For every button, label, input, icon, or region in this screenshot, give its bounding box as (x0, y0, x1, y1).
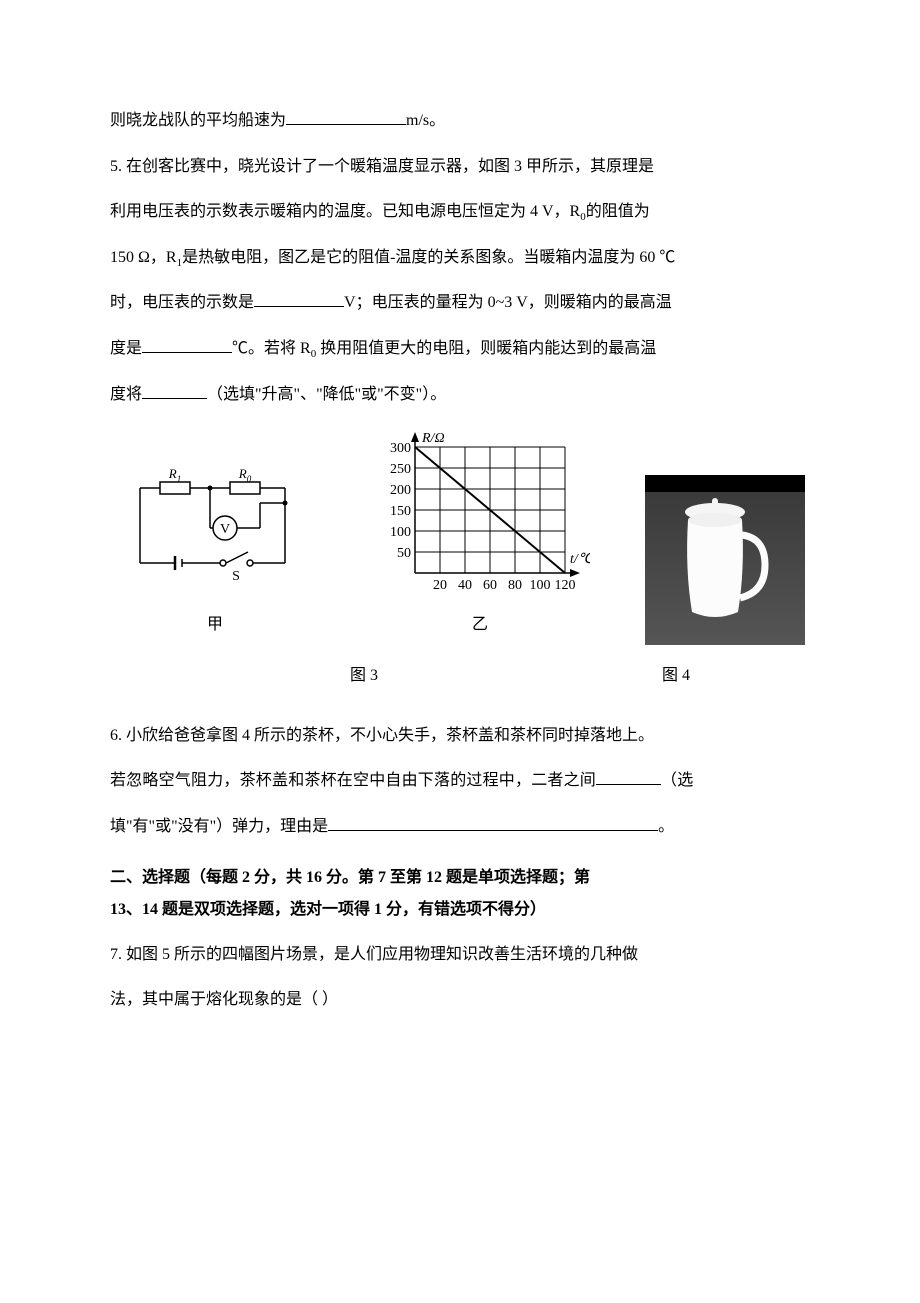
svg-text:V: V (220, 522, 230, 537)
svg-text:60: 60 (483, 578, 497, 593)
caption-fig3: 图 3 (350, 655, 378, 697)
q7-line2: 法，其中属于熔化现象的是（ ） (110, 979, 810, 1021)
q5-line6: 度将 （选填"升高"、"降低"或"不变"）。 (110, 374, 810, 416)
figure-row: R1 R0 V S 甲 (110, 445, 810, 645)
circuit-label: 甲 (207, 604, 223, 646)
caption-row: 图 3 图 4 (110, 655, 810, 697)
q5-l4b: V；电压表的量程为 0~3 V，则暖箱内的最高温 (344, 294, 672, 311)
svg-text:80: 80 (508, 578, 522, 593)
q5-line3: 150 Ω，R1是热敏电阻，图乙是它的阻值-温度的关系图象。当暖箱内温度为 60… (110, 237, 810, 279)
svg-text:120: 120 (555, 578, 576, 593)
caption-fig4: 图 4 (662, 655, 690, 697)
svg-text:R/Ω: R/Ω (421, 431, 445, 446)
q5-line1: 5. 在创客比赛中，晓光设计了一个暖箱温度显示器，如图 3 甲所示，其原理是 (110, 146, 810, 188)
svg-text:250: 250 (390, 462, 411, 477)
q6-l3a: 填"有"或"没有"）弹力，理由是 (110, 818, 328, 835)
q6-line3: 填"有"或"没有"）弹力，理由是 。 (110, 806, 810, 848)
figure-cup (640, 475, 810, 645)
sec2-l1: 二、选择题（每题 2 分，共 16 分。第 7 至第 12 题是单项选择题；第 (110, 862, 810, 894)
blank-q5b (142, 352, 232, 353)
q6-l2b: （选 (661, 772, 693, 789)
q5-l3b: 是热敏电阻，图乙是它的阻值-温度的关系图象。当暖箱内温度为 60 ℃ (182, 249, 675, 266)
svg-text:50: 50 (397, 546, 411, 561)
q5-line2: 利用电压表的示数表示暖箱内的温度。已知电源电压恒定为 4 V，R0的阻值为 (110, 191, 810, 233)
q5-l5a: 度是 (110, 340, 142, 357)
q5-l5c: 换用阻值更大的电阻，则暖箱内能达到的最高温 (316, 340, 656, 357)
svg-text:S: S (232, 569, 240, 584)
q5-l4a: 时，电压表的示数是 (110, 294, 254, 311)
figure-graph: R/Ω t/℃ 50 100 150 200 250 300 20 40 60 80 100 120… (370, 428, 590, 646)
svg-text:150: 150 (390, 504, 411, 519)
blank-q6b (328, 830, 658, 831)
graph-svg: R/Ω t/℃ 50 100 150 200 250 300 20 40 60 80 100 120 (370, 428, 590, 598)
blank-q5a (254, 306, 344, 307)
svg-text:200: 200 (390, 483, 411, 498)
sec2-l2: 13、14 题是双项选择题，选对一项得 1 分，有错选项不得分） (110, 894, 810, 926)
svg-text:t/℃: t/℃ (570, 552, 590, 567)
q4-prefix: 则晓龙战队的平均船速为 (110, 112, 286, 129)
q5-l3a: 150 Ω，R (110, 249, 177, 266)
circuit-svg: R1 R0 V S (120, 458, 310, 598)
q5-l2a: 利用电压表的示数表示暖箱内的温度。已知电源电压恒定为 4 V，R (110, 203, 580, 220)
figure-circuit: R1 R0 V S 甲 (110, 458, 320, 646)
svg-text:40: 40 (458, 578, 472, 593)
q5-line5: 度是℃。若将 R0 换用阻值更大的电阻，则暖箱内能达到的最高温 (110, 328, 810, 370)
q5-l6a: 度将 (110, 386, 142, 403)
q4-tail: 则晓龙战队的平均船速为 m/s。 (110, 100, 810, 142)
svg-text:20: 20 (433, 578, 447, 593)
q6-l2a: 若忽略空气阻力，茶杯盖和茶杯在空中自由下落的过程中，二者之间 (110, 772, 596, 789)
q5-l2b: 的阻值为 (586, 203, 650, 220)
svg-text:100: 100 (390, 525, 411, 540)
q7-line1: 7. 如图 5 所示的四幅图片场景，是人们应用物理知识改善生活环境的几种做 (110, 934, 810, 976)
blank-q6a (596, 784, 661, 785)
cup-image (645, 475, 805, 645)
q5-l6b: （选填"升高"、"降低"或"不变"）。 (207, 386, 446, 403)
section-2-heading: 二、选择题（每题 2 分，共 16 分。第 7 至第 12 题是单项选择题；第 … (110, 862, 810, 926)
q6-l3b: 。 (658, 818, 674, 835)
q6-line1: 6. 小欣给爸爸拿图 4 所示的茶杯，不小心失手，茶杯盖和茶杯同时掉落地上。 (110, 715, 810, 757)
blank-q4 (286, 124, 406, 125)
q6-line2: 若忽略空气阻力，茶杯盖和茶杯在空中自由下落的过程中，二者之间 （选 (110, 760, 810, 802)
q4-unit: m/s。 (406, 112, 445, 129)
blank-q5c (142, 398, 207, 399)
svg-text:300: 300 (390, 441, 411, 456)
graph-label: 乙 (472, 604, 488, 646)
svg-text:100: 100 (530, 578, 551, 593)
q5-l5b: ℃。若将 R (232, 340, 311, 357)
cup-svg (670, 490, 780, 630)
q5-line4: 时，电压表的示数是 V；电压表的量程为 0~3 V，则暖箱内的最高温 (110, 282, 810, 324)
